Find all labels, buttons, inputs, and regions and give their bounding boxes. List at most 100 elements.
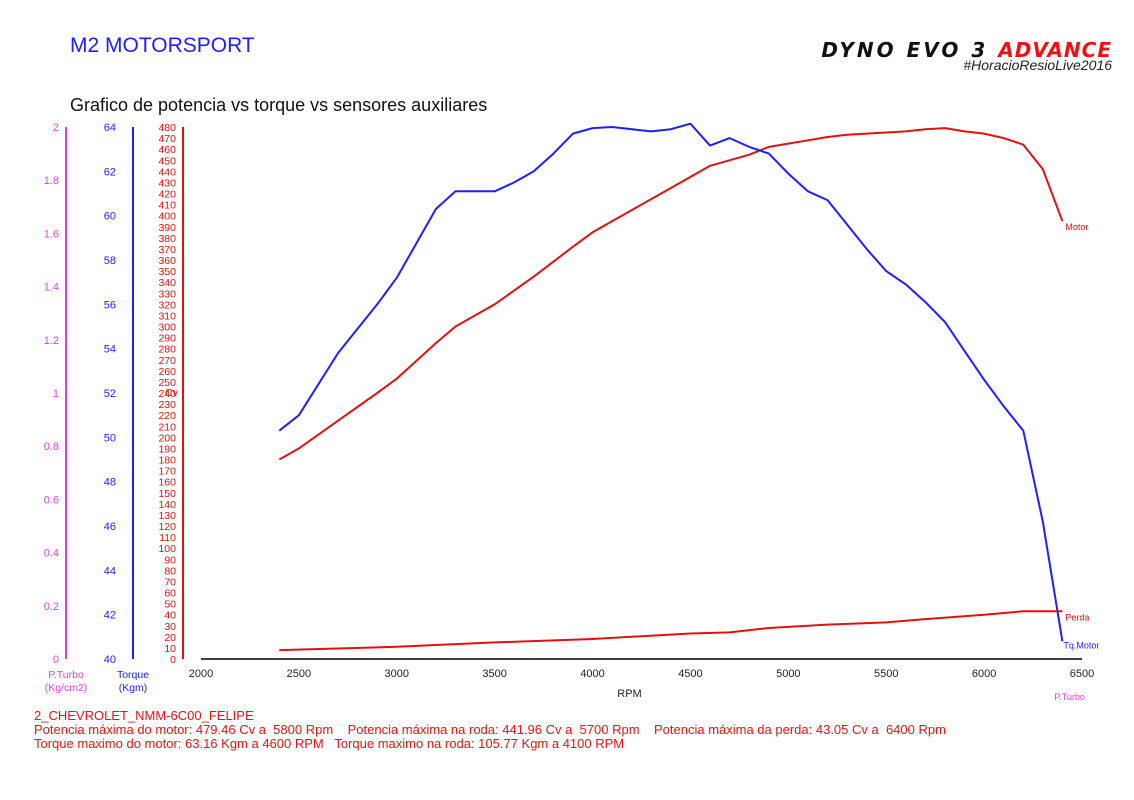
- power-tick-label: 130: [158, 510, 176, 522]
- turbo-tick-label: 0.4: [44, 548, 59, 560]
- x-tick-label: 2000: [189, 668, 213, 680]
- power-tick-label: 140: [158, 499, 176, 511]
- power-tick-label: 380: [158, 233, 176, 245]
- results-footer: 2_CHEVROLET_NMM-6C00_FELIPE Potencia máxi…: [34, 709, 946, 751]
- power-tick-label: 220: [158, 410, 176, 422]
- turbo-tick-label: 1: [53, 388, 59, 400]
- power-tick-label: 10: [164, 643, 176, 655]
- torque-tick-label: 60: [104, 211, 116, 223]
- power-axis-label: Cv: [165, 387, 179, 399]
- power-tick-label: 230: [158, 399, 176, 411]
- turbo-tick-label: 1.2: [44, 335, 59, 347]
- turbo-axis-label: P.Turbo: [48, 669, 84, 681]
- power-tick-label: 330: [158, 288, 176, 300]
- power-tick-label: 50: [164, 599, 176, 611]
- turbo-tick-label: 0.2: [44, 601, 59, 613]
- turbo-tick-label: 1.4: [44, 282, 59, 294]
- power-summary: Potencia máxima do motor: 479.46 Cv a 58…: [34, 722, 946, 737]
- power-tick-label: 90: [164, 554, 176, 566]
- power-tick-label: 290: [158, 333, 176, 345]
- logo-main: DYNO EVO 3: [821, 38, 989, 62]
- x-tick-label: 6000: [972, 668, 996, 680]
- brand-title: M2 MOTORSPORT: [70, 34, 255, 57]
- torque-axis-label: (Kgm): [119, 682, 148, 694]
- x-tick-label: 5500: [874, 668, 898, 680]
- torque-tick-label: 64: [104, 122, 116, 134]
- torque-tick-label: 54: [104, 344, 116, 356]
- torque-tick-label: 46: [104, 521, 116, 533]
- power-tick-label: 270: [158, 355, 176, 367]
- power-tick-label: 260: [158, 366, 176, 378]
- power-tick-label: 150: [158, 488, 176, 500]
- series-label-perda: Perda: [1065, 612, 1089, 622]
- turbo-tick-label: 1.8: [44, 175, 59, 187]
- vehicle-name: 2_CHEVROLET_NMM-6C00_FELIPE: [34, 708, 254, 723]
- power-tick-label: 240: [158, 388, 176, 400]
- turbo-tick-label: 0.6: [44, 494, 59, 506]
- power-tick-label: 20: [164, 632, 176, 644]
- power-tick-label: 410: [158, 200, 176, 212]
- torque-tick-label: 50: [104, 432, 116, 444]
- torque-tick-label: 44: [104, 565, 116, 577]
- power-tick-label: 170: [158, 466, 176, 478]
- torque-tick-label: 58: [104, 255, 116, 267]
- power-tick-label: 250: [158, 377, 176, 389]
- power-tick-label: 60: [164, 588, 176, 600]
- torque-tick-label: 42: [104, 610, 116, 622]
- x-tick-label: 2500: [287, 668, 311, 680]
- power-tick-label: 190: [158, 443, 176, 455]
- power-tick-label: 100: [158, 543, 176, 555]
- power-tick-label: 360: [158, 255, 176, 267]
- logo-sub: ADVANCE: [998, 38, 1112, 62]
- turbo-tick-label: 1.6: [44, 228, 59, 240]
- turbo-tick-label: 0.8: [44, 441, 59, 453]
- power-tick-label: 0: [170, 654, 176, 666]
- turbo-tick-label: 2: [53, 122, 59, 134]
- torque-tick-label: 48: [104, 477, 116, 489]
- power-tick-label: 280: [158, 344, 176, 356]
- power-tick-label: 320: [158, 299, 176, 311]
- power-tick-label: 400: [158, 211, 176, 223]
- power-tick-label: 480: [158, 122, 176, 134]
- turbo-tick-label: 0: [53, 654, 59, 666]
- power-tick-label: 390: [158, 222, 176, 234]
- torque-summary: Torque maximo do motor: 63.16 Kgm a 4600…: [34, 736, 625, 751]
- chart-title: Grafico de potencia vs torque vs sensore…: [70, 95, 488, 115]
- series-line-tq-motor: [278, 122, 1064, 642]
- x-tick-label: 3000: [385, 668, 409, 680]
- series-line-motor: [278, 127, 1064, 461]
- x-tick-label: 5000: [776, 668, 800, 680]
- x-tick-label: 4000: [580, 668, 604, 680]
- x-tick-label: 6500: [1070, 668, 1094, 680]
- torque-tick-label: 40: [104, 654, 116, 666]
- x-tick-label: 4500: [678, 668, 702, 680]
- power-tick-label: 340: [158, 277, 176, 289]
- series-line-perda: [279, 610, 1063, 652]
- power-tick-label: 70: [164, 576, 176, 588]
- power-tick-label: 310: [158, 310, 176, 322]
- hashtag: #HoracioResioLive2016: [963, 57, 1112, 73]
- turbo-axis-label: (Kg/cm2): [45, 682, 88, 694]
- power-tick-label: 210: [158, 421, 176, 433]
- power-tick-label: 350: [158, 266, 176, 278]
- power-tick-label: 370: [158, 244, 176, 256]
- power-tick-label: 80: [164, 565, 176, 577]
- torque-tick-label: 62: [104, 166, 116, 178]
- power-tick-label: 200: [158, 432, 176, 444]
- power-tick-label: 40: [164, 610, 176, 622]
- series-label-tq-motor: Tq.Motor: [1063, 640, 1099, 650]
- series-label-p-turbo: P.Turbo: [1054, 692, 1085, 702]
- dyno-logo: DYNO EVO 3 ADVANCE: [821, 38, 1112, 62]
- power-tick-label: 30: [164, 621, 176, 633]
- power-tick-label: 430: [158, 177, 176, 189]
- power-tick-label: 180: [158, 455, 176, 467]
- power-tick-label: 450: [158, 155, 176, 167]
- power-tick-label: 420: [158, 189, 176, 201]
- x-tick-label: 3500: [482, 668, 506, 680]
- power-tick-label: 460: [158, 144, 176, 156]
- power-tick-label: 440: [158, 166, 176, 178]
- power-tick-label: 110: [159, 532, 176, 544]
- power-tick-label: 300: [158, 322, 176, 334]
- power-tick-label: 160: [158, 477, 176, 489]
